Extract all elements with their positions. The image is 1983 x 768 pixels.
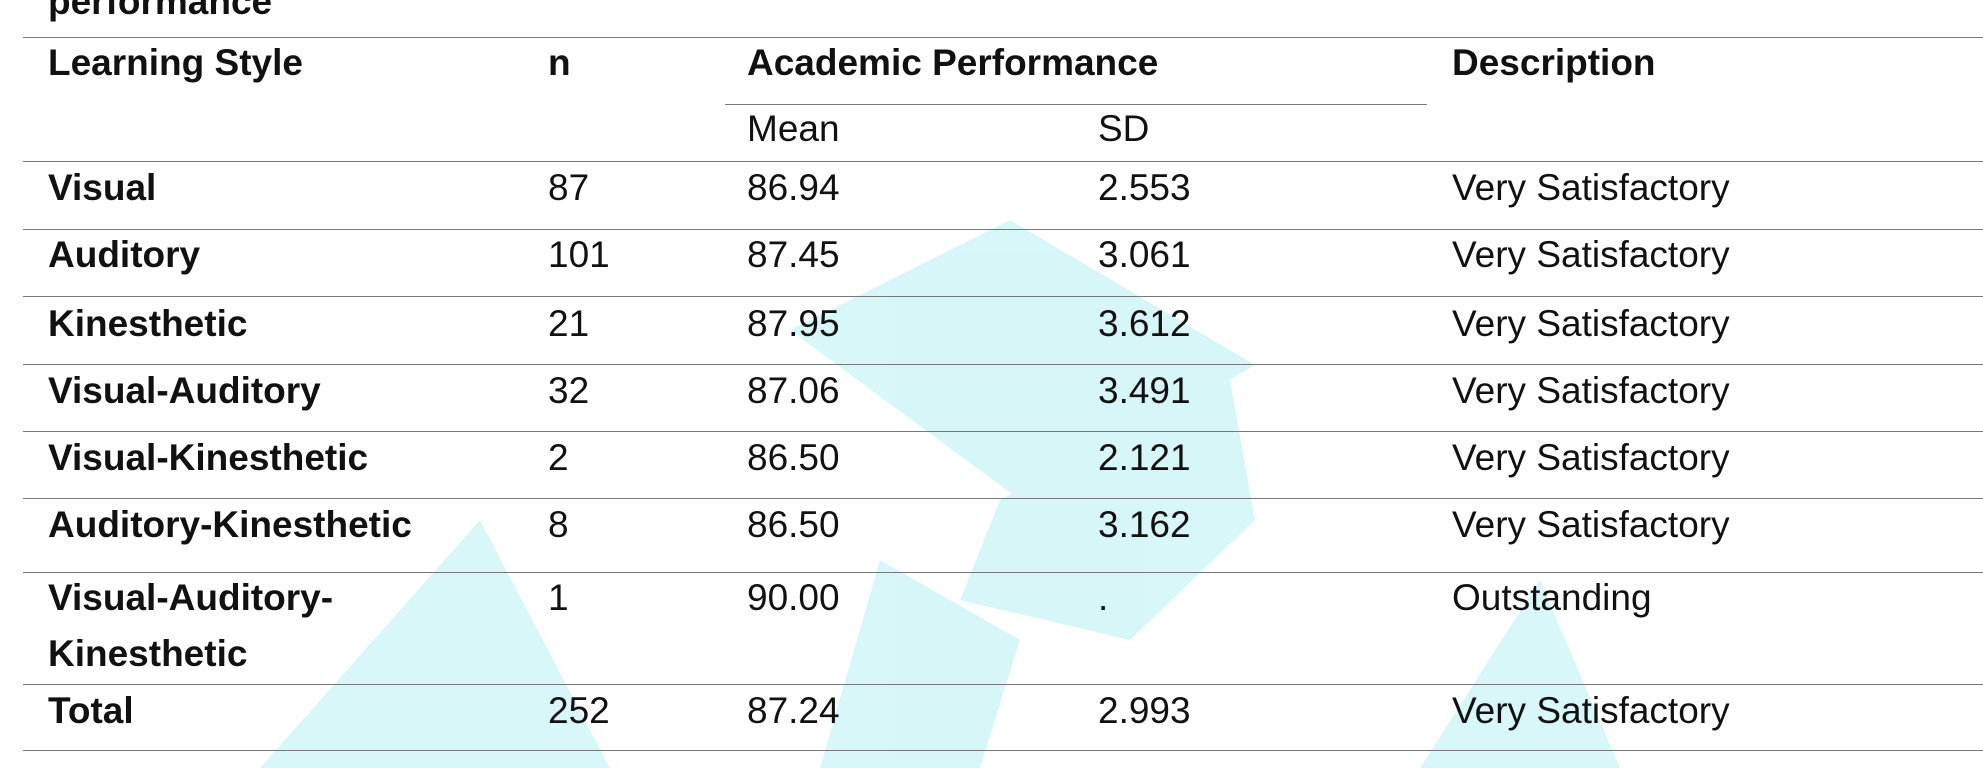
cell: 2.993: [1098, 690, 1191, 731]
cell: Very Satisfactory: [1452, 370, 1730, 411]
rule: [23, 750, 1983, 751]
row-label: Visual-Kinesthetic: [48, 437, 369, 478]
column-header: Learning Style: [48, 42, 303, 83]
row-label: Total: [48, 690, 134, 731]
cell: 101: [548, 234, 610, 275]
subheader: Mean: [747, 108, 840, 149]
cell: Very Satisfactory: [1452, 690, 1730, 731]
rule: [725, 104, 1427, 105]
cell: Very Satisfactory: [1452, 234, 1730, 275]
rule: [23, 229, 1983, 230]
column-header: Description: [1452, 42, 1656, 83]
cell: 87.45: [747, 234, 840, 275]
cell: Very Satisfactory: [1452, 167, 1730, 208]
row-label: Auditory: [48, 234, 201, 275]
rule: [23, 296, 1983, 297]
cell: 252: [548, 690, 610, 731]
rule: [23, 498, 1983, 499]
cell: 3.061: [1098, 234, 1191, 275]
rule: [23, 364, 1983, 365]
column-header: Academic Performance: [747, 42, 1159, 83]
cell: Outstanding: [1452, 577, 1652, 618]
rule: [23, 572, 1983, 573]
cell: 2: [548, 437, 569, 478]
rule: [23, 684, 1983, 685]
column-header: n: [548, 42, 571, 83]
rule: [23, 37, 1983, 38]
row-label: Visual-Auditory: [48, 370, 321, 411]
cell: 87.06: [747, 370, 840, 411]
cell: 3.162: [1098, 504, 1191, 545]
cell: Very Satisfactory: [1452, 303, 1730, 344]
cell: 1: [548, 577, 569, 618]
row-label: Kinesthetic: [48, 303, 248, 344]
cell: Very Satisfactory: [1452, 437, 1730, 478]
rule: [23, 431, 1983, 432]
cell: .: [1098, 577, 1109, 618]
cell: 87: [548, 167, 590, 208]
cell: 32: [548, 370, 590, 411]
row-label: Visual: [48, 167, 157, 208]
rule: [23, 161, 1983, 162]
cell: 3.612: [1098, 303, 1191, 344]
cell: 2.121: [1098, 437, 1191, 478]
subheader: SD: [1098, 108, 1150, 149]
cell: 8: [548, 504, 569, 545]
cell: 21: [548, 303, 590, 344]
cell: 90.00: [747, 577, 840, 618]
cell: 2.553: [1098, 167, 1191, 208]
caption: performance: [48, 0, 273, 22]
cell: 86.50: [747, 437, 840, 478]
row-label: Visual-Auditory-Kinesthetic: [48, 577, 334, 674]
cell: 86.50: [747, 504, 840, 545]
cell: Very Satisfactory: [1452, 504, 1730, 545]
cell: 3.491: [1098, 370, 1191, 411]
cell: 87.24: [747, 690, 840, 731]
row-label: Auditory-Kinesthetic: [48, 504, 412, 545]
cell: 86.94: [747, 167, 840, 208]
cell: 87.95: [747, 303, 840, 344]
